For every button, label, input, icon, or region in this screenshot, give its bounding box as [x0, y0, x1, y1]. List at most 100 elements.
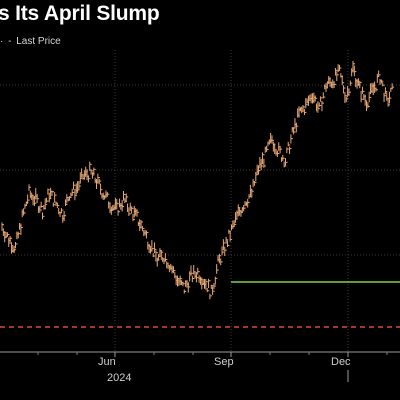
price-bar: [224, 246, 227, 257]
x-year-label: 2024: [107, 372, 131, 384]
price-bar: [136, 209, 139, 217]
price-bar: [368, 91, 372, 103]
price-bar: [15, 242, 18, 249]
price-bar: [361, 86, 365, 94]
price-bar: [77, 181, 80, 193]
price-bar: [387, 97, 391, 107]
price-bar: [190, 265, 193, 276]
price-bar: [117, 210, 121, 216]
price-bar: [233, 220, 237, 227]
price-bar: [123, 190, 126, 201]
price-bar: [375, 87, 378, 92]
price-bar: [290, 134, 293, 144]
price-bar: [54, 192, 57, 203]
price-bar: [359, 80, 362, 89]
price-bar: [40, 201, 44, 208]
price-bar: [56, 203, 60, 209]
price-bar: [320, 96, 323, 102]
price-bar: [210, 284, 214, 289]
reference-lines: [0, 281, 400, 328]
price-bar: [255, 171, 258, 182]
price-bar: [63, 210, 67, 221]
price-bar: [216, 264, 219, 274]
price-bar: [131, 206, 134, 214]
price-bar: [33, 195, 37, 207]
price-bar: [364, 94, 368, 106]
price-bar: [127, 203, 130, 212]
price-bar: [221, 246, 225, 256]
price-bar: [36, 193, 40, 203]
price-bar: [251, 188, 254, 198]
price-bar: [339, 64, 342, 70]
price-bar: [341, 75, 345, 86]
price-bar: [28, 184, 31, 191]
price-bar: [220, 258, 223, 266]
price-bar: [305, 98, 308, 109]
price-bar: [213, 283, 216, 290]
price-bar: [59, 211, 63, 218]
price-bar: [60, 208, 64, 213]
chart-legend: · - Last Price: [0, 36, 61, 47]
price-bar: [172, 266, 176, 274]
price-bar: [78, 181, 81, 190]
price-bar: [31, 192, 34, 201]
price-bar: [42, 212, 45, 220]
price-bar: [179, 275, 183, 286]
price-bar: [349, 80, 353, 86]
price-bar: [9, 235, 13, 244]
x-axis: Jun Sep Dec 2024: [0, 351, 400, 384]
price-bar: [81, 168, 84, 178]
price-bar: [73, 181, 76, 190]
price-bar: [182, 281, 185, 287]
price-bar: [98, 178, 102, 185]
price-bar: [52, 202, 56, 207]
price-bars: [1, 60, 395, 300]
price-bar: [337, 64, 341, 73]
price-bar: [13, 245, 17, 254]
price-bar: [51, 190, 54, 196]
price-bar: [20, 223, 23, 235]
price-bar: [348, 88, 351, 96]
price-bar: [378, 70, 381, 77]
price-bar: [336, 71, 339, 82]
price-bar: [222, 239, 226, 251]
price-bar: [376, 73, 380, 83]
price-bar: [295, 122, 299, 133]
price-bar: [6, 232, 10, 237]
price-bar: [353, 65, 357, 77]
price-bar: [214, 276, 218, 285]
price-bar: [303, 108, 307, 116]
price-bar: [152, 253, 156, 258]
x-tick-label: Sep: [214, 356, 234, 368]
price-bar: [74, 189, 77, 201]
price-bar: [96, 179, 99, 190]
price-bar: [344, 92, 347, 103]
price-bar: [243, 205, 246, 212]
price-bar: [388, 91, 392, 104]
price-bar: [318, 102, 322, 107]
price-bar: [367, 102, 370, 109]
price-bar: [384, 87, 388, 95]
price-bar: [302, 105, 306, 112]
legend-label: Last Price: [16, 36, 61, 47]
price-bar: [46, 197, 49, 203]
price-bar: [266, 145, 269, 152]
chart-title: s Its April Slump: [0, 2, 160, 25]
price-bar: [289, 146, 292, 155]
price-bar: [106, 192, 110, 197]
price-bar: [352, 60, 355, 73]
price-bar: [100, 183, 103, 195]
price-bar: [286, 147, 289, 154]
price-bar: [177, 275, 180, 287]
legend-marker: -: [8, 36, 12, 47]
price-bar: [345, 96, 349, 103]
price-bar: [391, 83, 395, 90]
price-bar: [360, 90, 364, 103]
price-bar: [334, 68, 338, 76]
price-bar: [79, 172, 83, 184]
price-bar: [307, 95, 311, 106]
price-bar: [253, 181, 257, 186]
price-bar: [383, 92, 387, 103]
price-bar: [279, 146, 283, 154]
price-bar: [125, 193, 129, 203]
